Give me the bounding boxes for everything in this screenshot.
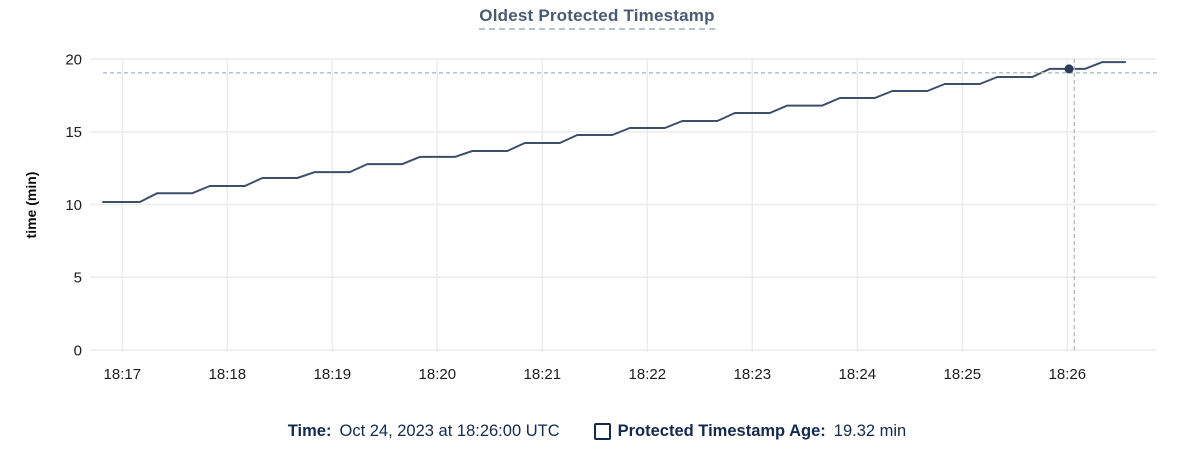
- y-tick-label: 5: [74, 270, 82, 287]
- x-tick-label: 18:17: [104, 366, 142, 383]
- x-tick-label: 18:19: [314, 366, 352, 383]
- highlighted-point: [1064, 64, 1074, 74]
- legend-series-label[interactable]: Protected Timestamp Age:: [617, 422, 826, 440]
- legend-spacer: [560, 431, 594, 432]
- tooltip-time-value: Oct 24, 2023 at 18:26:00 UTC: [339, 422, 560, 440]
- x-tick-label: 18:25: [944, 366, 982, 383]
- y-tick-label: 20: [65, 51, 82, 68]
- x-tick-label: 18:26: [1049, 366, 1087, 383]
- line-chart-plot[interactable]: 0 5 10 15 20 18:17 18:18 18:19 18:20 18:21 18:22 18…: [0, 0, 1194, 400]
- x-tick-label: 18:18: [209, 366, 247, 383]
- tooltip-series-value: 19.32 min: [833, 422, 907, 440]
- chart-tooltip-legend: Time: Oct 24, 2023 at 18:26:00 UTC Prote…: [0, 420, 1194, 442]
- chart-title-row: Oldest Protected Timestamp: [0, 6, 1194, 30]
- x-tick-label: 18:21: [524, 366, 562, 383]
- y-tick-label: 15: [65, 124, 82, 141]
- y-tick-label: 0: [74, 342, 82, 359]
- chart-title[interactable]: Oldest Protected Timestamp: [479, 6, 715, 30]
- series-line: [102, 61, 1127, 203]
- x-tick-label: 18:22: [629, 366, 667, 383]
- x-tick-label: 18:23: [734, 366, 772, 383]
- x-tick-label: 18:24: [839, 366, 877, 383]
- legend-series-swatch[interactable]: [593, 422, 611, 440]
- y-tick-label: 10: [65, 197, 82, 214]
- x-tick-label: 18:20: [419, 366, 457, 383]
- tooltip-time-label: Time:: [287, 422, 332, 440]
